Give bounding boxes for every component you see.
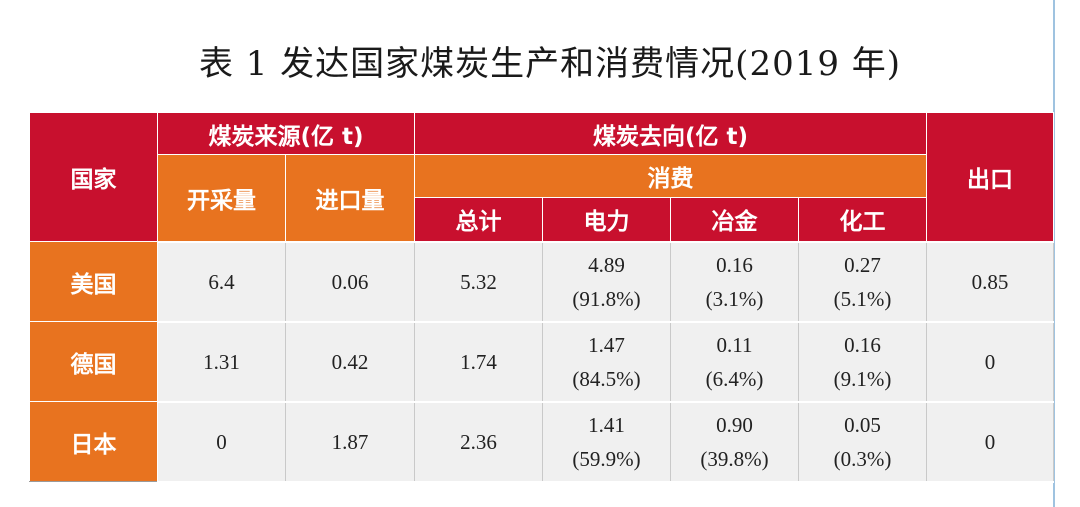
header-mining: 开采量 <box>157 154 286 242</box>
cell-power-value: 1.47 <box>588 332 625 357</box>
header-total: 总计 <box>414 197 543 242</box>
header-country: 国家 <box>29 112 158 242</box>
row-country: 日本 <box>29 401 158 482</box>
cell-power-pct: (91.8%) <box>572 286 641 311</box>
cell-metallurgy-pct: (6.4%) <box>705 366 764 391</box>
header-source-group: 煤炭来源(亿 t) <box>157 112 415 155</box>
cell-metallurgy-value: 0.90 <box>716 412 753 437</box>
cell-chemical: 0.27 (5.1%) <box>798 240 927 323</box>
cell-total: 1.74 <box>414 320 543 403</box>
cell-export: 0 <box>926 400 1054 483</box>
cell-power: 1.47 (84.5%) <box>542 320 671 403</box>
cell-metallurgy-value: 0.16 <box>716 252 753 277</box>
cell-export: 0 <box>926 320 1054 403</box>
cell-power-pct: (84.5%) <box>572 366 641 391</box>
header-destination-group: 煤炭去向(亿 t) <box>414 112 927 155</box>
header-import: 进口量 <box>285 154 415 242</box>
cell-power-value: 4.89 <box>588 252 625 277</box>
table-row: 日本 0 1.87 2.36 1.41 (59.9%) 0.90 (39.8%)… <box>29 400 1054 483</box>
cell-mining: 6.4 <box>157 240 286 323</box>
cell-import: 1.87 <box>285 400 415 483</box>
header-export: 出口 <box>926 112 1054 242</box>
table-title: 表 1 发达国家煤炭生产和消费情况(2019 年) <box>198 44 902 84</box>
cell-chemical-value: 0.27 <box>844 252 881 277</box>
row-country: 美国 <box>29 241 158 322</box>
cell-metallurgy-value: 0.11 <box>716 332 753 357</box>
cell-metallurgy: 0.90 (39.8%) <box>670 400 799 483</box>
cell-chemical: 0.16 (9.1%) <box>798 320 927 403</box>
cell-chemical-value: 0.05 <box>844 412 881 437</box>
cell-metallurgy-pct: (3.1%) <box>705 286 764 311</box>
coal-table: 国家 煤炭来源(亿 t) 煤炭去向(亿 t) 出口 开采量 进口量 消费 总计 … <box>29 112 1054 483</box>
cell-power: 1.41 (59.9%) <box>542 400 671 483</box>
page-edge-rule <box>1053 0 1055 507</box>
cell-total: 2.36 <box>414 400 543 483</box>
table-row: 美国 6.4 0.06 5.32 4.89 (91.8%) 0.16 (3.1%… <box>29 240 1054 323</box>
cell-chemical-value: 0.16 <box>844 332 881 357</box>
cell-mining: 0 <box>157 400 286 483</box>
header-consumption: 消费 <box>414 154 927 198</box>
cell-import: 0.06 <box>285 240 415 323</box>
cell-metallurgy: 0.11 (6.4%) <box>670 320 799 403</box>
cell-total: 5.32 <box>414 240 543 323</box>
cell-chemical: 0.05 (0.3%) <box>798 400 927 483</box>
cell-power: 4.89 (91.8%) <box>542 240 671 323</box>
cell-power-value: 1.41 <box>588 412 625 437</box>
cell-power-pct: (59.9%) <box>572 446 641 471</box>
table-row: 德国 1.31 0.42 1.74 1.47 (84.5%) 0.11 (6.4… <box>29 320 1054 403</box>
cell-metallurgy: 0.16 (3.1%) <box>670 240 799 323</box>
header-metallurgy: 冶金 <box>670 197 799 242</box>
cell-chemical-pct: (5.1%) <box>833 286 892 311</box>
header-chemical: 化工 <box>798 197 927 242</box>
row-country: 德国 <box>29 321 158 402</box>
cell-metallurgy-pct: (39.8%) <box>700 446 769 471</box>
cell-chemical-pct: (9.1%) <box>833 366 892 391</box>
cell-chemical-pct: (0.3%) <box>833 446 892 471</box>
cell-export: 0.85 <box>926 240 1054 323</box>
header-power: 电力 <box>542 197 671 242</box>
cell-mining: 1.31 <box>157 320 286 403</box>
cell-import: 0.42 <box>285 320 415 403</box>
